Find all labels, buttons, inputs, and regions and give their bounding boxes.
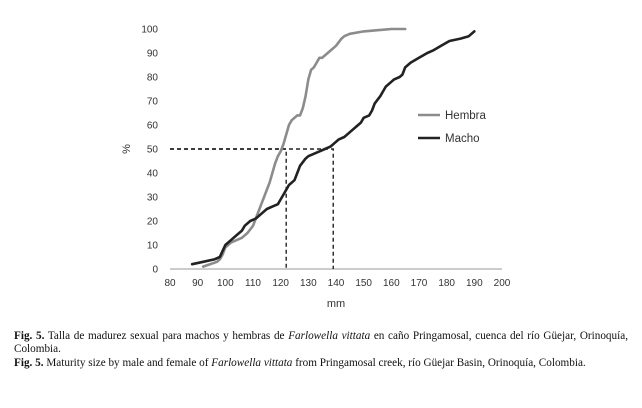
chart-legend: Hembra Macho	[418, 110, 487, 145]
x-tick-label: 200	[494, 278, 511, 289]
y-tick-label: 30	[147, 193, 159, 204]
figure-caption: Fig. 5. Talla de madurez sexual para mac…	[14, 330, 628, 370]
y-tick-label: 80	[147, 73, 159, 84]
y-tick-label: 10	[147, 241, 159, 252]
series-line-macho	[190, 30, 476, 266]
caption-text: from Pringamosal creek, río Güejar Basin…	[292, 356, 586, 369]
legend-label-hembra: Hembra	[445, 110, 487, 122]
x-tick-label: 180	[438, 278, 455, 289]
x-tick-label: 140	[328, 278, 345, 289]
y-tick-label: 60	[147, 121, 159, 132]
chart-container: 80 90 100 110 120 130 140 150 160 170 180 190 200 0 10…	[121, 25, 511, 311]
maturity-size-chart: 80 90 100 110 120 130 140 150 160 170 180 190 200 0 10…	[121, 25, 511, 311]
x-tick-label: 110	[245, 278, 261, 289]
series-line-hembra	[201, 27, 407, 268]
caption-spanish: Fig. 5. Talla de madurez sexual para mac…	[14, 330, 628, 357]
y-tick-label: 40	[147, 169, 159, 180]
x-tick-label: 90	[192, 278, 204, 289]
x-tick-label: 170	[411, 278, 428, 289]
y-tick-label: 70	[147, 97, 159, 108]
x-tick-label: 160	[383, 278, 400, 289]
caption-english: Fig. 5. Maturity size by male and female…	[14, 357, 628, 370]
dashed-guides	[170, 148, 334, 269]
caption-label: Fig. 5.	[14, 356, 44, 369]
plot-area	[190, 27, 476, 268]
legend-label-macho: Macho	[445, 133, 480, 145]
caption-text: Talla de madurez sexual para machos y he…	[44, 330, 289, 342]
caption-text: en caño Pringamosal, cuenca del río Güej…	[14, 330, 628, 356]
y-tick-label: 100	[141, 25, 158, 36]
y-tick-label: 0	[152, 265, 158, 276]
y-tick-label: 20	[147, 217, 159, 228]
x-tick-label: 190	[466, 278, 483, 289]
caption-species: Farlowella vittata	[288, 330, 371, 342]
x-tick-label: 150	[355, 278, 372, 289]
caption-label: Fig. 5.	[14, 330, 45, 342]
dashed-guide-line	[170, 148, 334, 269]
x-tick-label: 130	[300, 278, 317, 289]
x-tick-label: 80	[164, 278, 176, 289]
chart-axes: 80 90 100 110 120 130 140 150 160 170 180 190 200 0 10…	[141, 25, 510, 290]
y-axis-title: %	[121, 144, 133, 154]
caption-species: Farlowella vittata	[211, 356, 293, 369]
y-tick-label: 50	[147, 145, 159, 156]
x-axis-title: mm	[327, 298, 345, 310]
x-tick-label: 100	[217, 278, 234, 289]
y-tick-label: 90	[147, 49, 159, 60]
caption-text: Maturity size by male and female of	[43, 356, 212, 369]
x-tick-label: 120	[272, 278, 289, 289]
